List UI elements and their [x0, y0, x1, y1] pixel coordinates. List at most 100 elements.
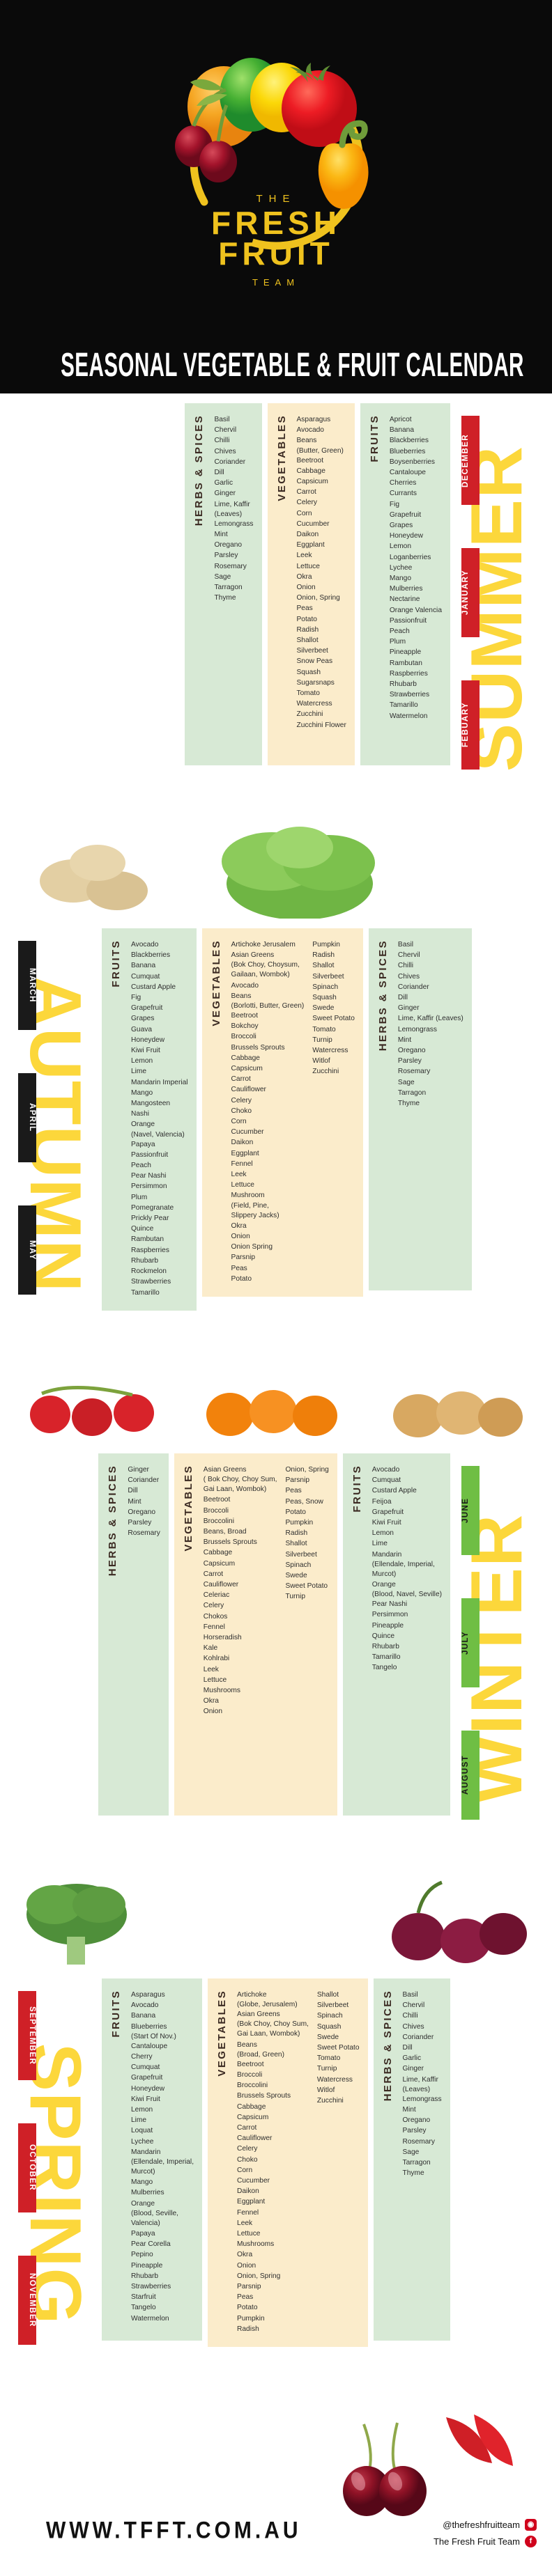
month-badge-march: MARCH — [18, 941, 36, 1030]
vegetables-card-col-1: Artichoke Jerusalem Asian Greens (Bok Choy… — [231, 939, 305, 1284]
list-item: Ginger — [397, 1004, 420, 1013]
list-item: Onion — [203, 1708, 222, 1716]
list-item: Daikon — [296, 531, 319, 539]
fruits-card-label: FRUITS — [351, 1465, 363, 1513]
list-item: (Ellendale, Imperial, — [131, 2158, 194, 2167]
list-item: (Blood, Navel, Seville) — [371, 1591, 442, 1599]
list-item: Asian Greens — [231, 951, 275, 960]
list-item: Cucumber — [237, 2177, 270, 2185]
herbs-card-col-1: Basil Chervil Chilli Chives Coriander Dill Gin… — [398, 939, 463, 1109]
herbs-card: HERBS & SPICES Ginger Coriander Dill Mint Ore… — [98, 1453, 169, 1816]
list-item: Shallot — [316, 1991, 339, 1999]
card-columns: Basil Chervil Chilli Chives Coriander Dill Gar… — [214, 414, 253, 603]
month-badge-december: DECEMBER — [461, 416, 480, 505]
card-columns: Ginger Coriander Dill Mint Oregano Parsley Ros… — [128, 1465, 160, 1538]
list-item: Apricot — [389, 416, 412, 423]
list-item: Loquat — [131, 2127, 153, 2135]
list-item: Parsnip — [237, 2283, 261, 2291]
facebook-icon[interactable]: f — [525, 2536, 537, 2547]
list-item: Peas — [296, 604, 313, 613]
produce-list: Basil Chervil Chilli Chives Coriander Dill Gar… — [214, 414, 253, 603]
instagram-icon[interactable]: ◉ — [525, 2519, 537, 2531]
list-item: Potato — [285, 1508, 306, 1516]
list-item: Slippery Jacks) — [231, 1211, 279, 1219]
list-item: Capsicum — [203, 1559, 236, 1568]
list-item: Plum — [389, 638, 406, 646]
list-item: Corn — [231, 1118, 247, 1126]
list-item: Witlof — [316, 2086, 335, 2094]
list-item: Potato — [296, 615, 317, 623]
list-item: Peach — [389, 627, 410, 636]
season-title-block: SPRING SEPTEMBER OCTOBER NOVEMBER — [13, 1978, 96, 2389]
facebook-row[interactable]: The Fresh Fruit Team f — [434, 2536, 537, 2547]
list-item: Grapefruit — [371, 1508, 404, 1516]
list-item: Garlic — [402, 2054, 422, 2063]
list-item: Lychee — [131, 2137, 154, 2146]
vegetables-card-col-1: Asian Greens ( Bok Choy, Choy Sum, Gai Laa… — [204, 1465, 277, 1717]
list-item: Beetroot — [203, 1496, 231, 1504]
list-item: Kiwi Fruit — [371, 1519, 401, 1527]
list-item: Lime, Kaffir (Leaves) — [397, 1015, 463, 1023]
season-row: SPRING SEPTEMBER OCTOBER NOVEMBER FRUITS Aspa… — [0, 1969, 552, 2389]
fruits-card-col-1: Avocado Cumquat Custard Apple Feijoa Grapefr… — [372, 1465, 442, 1673]
list-item: Broccoli — [231, 1033, 256, 1041]
list-item: Lettuce — [237, 2230, 261, 2238]
hero-header: THE FRESH FRUIT TEAM SEASONAL VEGETABLE … — [0, 0, 552, 393]
list-item: Cauliflower — [231, 1086, 266, 1094]
list-item: Banana — [131, 962, 156, 970]
list-item: Chervil — [214, 426, 237, 435]
herbs-card-col-1: Basil Chervil Chilli Chives Coriander Dill Gar… — [214, 414, 253, 603]
list-item: Radish — [312, 951, 335, 960]
list-item: Mandarin Imperial — [131, 1078, 188, 1086]
list-item: Pear Nashi — [131, 1172, 167, 1180]
list-item: Watercress — [316, 2075, 353, 2084]
list-item: Nectarine — [389, 595, 420, 604]
list-item: Snow Peas — [296, 657, 333, 666]
list-item: Sweet Potato — [285, 1582, 328, 1591]
list-item: Ginger — [128, 1466, 149, 1474]
list-item: Shallot — [312, 962, 335, 970]
list-item: Pear Nashi — [371, 1600, 408, 1609]
list-item: Chervil — [397, 951, 420, 960]
month-badge-september: SEPTEMBER — [18, 1991, 36, 2080]
list-item: Rambutan — [389, 659, 422, 667]
list-item: Lime — [131, 1068, 147, 1076]
card-columns: Asparagus Avocado Banana Blueberries (Start … — [131, 1990, 194, 2324]
instagram-row[interactable]: @thefreshfruitteam ◉ — [434, 2519, 537, 2531]
card-columns: Avocado Blackberries Banana Cumquat Custard … — [131, 939, 188, 1298]
list-item: Tomato — [312, 1025, 336, 1033]
fruits-card-label: FRUITS — [110, 939, 122, 988]
list-item: Passionfruit — [389, 616, 427, 625]
list-item: Choko — [237, 2155, 258, 2164]
list-item: Currants — [389, 490, 417, 498]
list-item: Cabbage — [237, 2102, 266, 2111]
list-item: Brussels Sprouts — [203, 1538, 257, 1547]
list-item: Radish — [237, 2325, 259, 2333]
list-item: Banana — [131, 2012, 156, 2020]
list-item: Mint — [397, 1036, 412, 1044]
list-item: Carrot — [237, 2124, 257, 2132]
produce-list: Basil Chervil Chilli Chives Coriander Dill Gin… — [398, 939, 463, 1109]
list-item: ( Bok Choy, Choy Sum, — [203, 1476, 277, 1484]
produce-list: Onion, Spring Parsnip Peas Peas, Snow Potato… — [285, 1465, 328, 1602]
list-item: Asparagus — [296, 416, 331, 423]
month-badge-november: NOVEMBER — [18, 2256, 36, 2345]
list-item: Orange — [131, 1121, 155, 1129]
list-item: Basil — [397, 941, 413, 949]
website-url[interactable]: WWW.TFFT.COM.AU — [46, 2517, 302, 2544]
logo-fruit: FRUIT — [218, 235, 333, 272]
seasons-container: SUMMER DECEMBER JANUARY FEBUARY FRUITS Aprico… — [0, 393, 552, 2494]
card-columns: Basil Chervil Chilli Chives Coriander Dill Gin… — [398, 939, 463, 1109]
list-item: Chokos — [203, 1612, 228, 1621]
list-item: Artichoke — [237, 1991, 267, 1999]
card-columns: Artichoke Jerusalem Asian Greens (Bok Choy… — [231, 939, 355, 1284]
list-item: Cherries — [389, 479, 417, 487]
list-item: Chives — [397, 972, 420, 981]
month-badges: MARCH APRIL MAY — [13, 928, 96, 1339]
month-badges: SEPTEMBER OCTOBER NOVEMBER — [13, 1978, 96, 2389]
list-item: Avocado — [131, 941, 159, 949]
list-item: Leek — [296, 552, 312, 560]
list-item: Pomegranate — [131, 1203, 174, 1212]
fruits-card-col-1: Apricot Banana Blackberries Blueberries Boys… — [390, 414, 442, 721]
page-footer: WWW.TFFT.COM.AU @thefreshfruitteam ◉ The… — [0, 2422, 552, 2576]
